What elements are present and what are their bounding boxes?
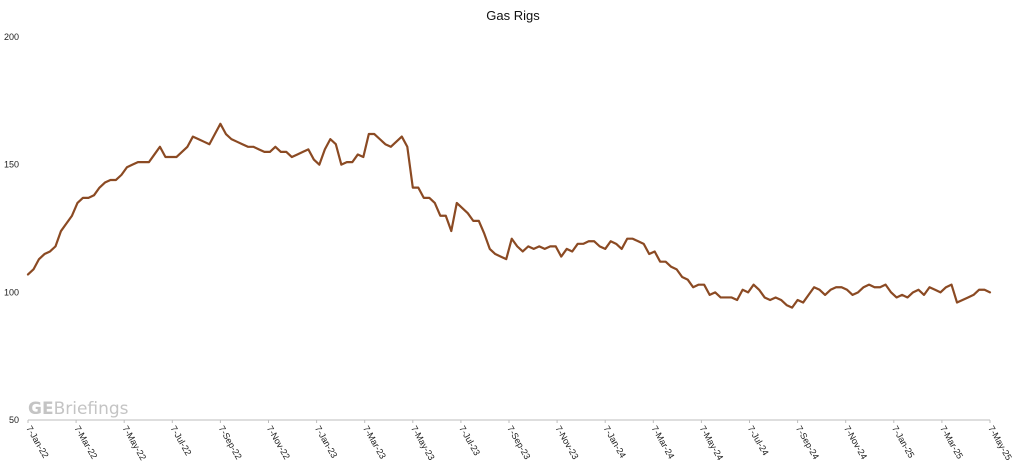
x-tick-label: 7-Mar-25 bbox=[938, 424, 965, 461]
series-line bbox=[26, 122, 992, 309]
x-axis: 7-Jan-22 7-Mar-22 7-May-22 7-Jul-22 7-Sep-22… bbox=[24, 420, 1014, 462]
x-tick-label: 7-Jan-25 bbox=[890, 424, 916, 460]
x-tick-label: 7-Jul-24 bbox=[746, 424, 771, 457]
x-tick-label: 7-Mar-22 bbox=[72, 424, 99, 461]
watermark-logo: GEBriefings bbox=[28, 399, 129, 419]
x-tick-label: 7-May-22 bbox=[120, 424, 148, 462]
x-tick-label: 7-Sep-22 bbox=[217, 424, 244, 461]
x-tick-label: 7-Mar-23 bbox=[361, 424, 388, 461]
x-tick-label: 7-Jan-23 bbox=[313, 424, 339, 460]
y-tick-label: 50 bbox=[9, 415, 19, 425]
y-tick-label: 150 bbox=[4, 160, 19, 170]
x-tick-label: 7-May-25 bbox=[986, 424, 1014, 462]
x-tick-label: 7-May-23 bbox=[409, 424, 437, 462]
x-tick-label: 7-Jul-22 bbox=[169, 424, 194, 457]
x-tick-label: 7-Jul-23 bbox=[457, 424, 482, 457]
x-tick-label: 7-Nov-23 bbox=[553, 424, 580, 461]
x-tick-label: 7-Jan-24 bbox=[601, 424, 627, 460]
x-tick-label: 7-Nov-24 bbox=[842, 424, 869, 461]
watermark-bold: GE bbox=[28, 399, 54, 419]
x-tick-label: 7-Mar-24 bbox=[650, 424, 677, 461]
watermark-regular: Briefings bbox=[54, 399, 129, 419]
x-tick-label: 7-Jan-22 bbox=[24, 424, 50, 460]
y-axis: 50 100 150 200 bbox=[4, 32, 19, 425]
x-tick-label: 7-Sep-24 bbox=[794, 424, 821, 461]
y-tick-label: 100 bbox=[4, 287, 19, 297]
y-tick-label: 200 bbox=[4, 32, 19, 42]
chart-title: Gas Rigs bbox=[486, 8, 540, 23]
x-tick-label: 7-Sep-23 bbox=[505, 424, 532, 461]
x-tick-label: 7-Nov-22 bbox=[265, 424, 292, 461]
x-tick-label: 7-May-24 bbox=[698, 424, 726, 462]
